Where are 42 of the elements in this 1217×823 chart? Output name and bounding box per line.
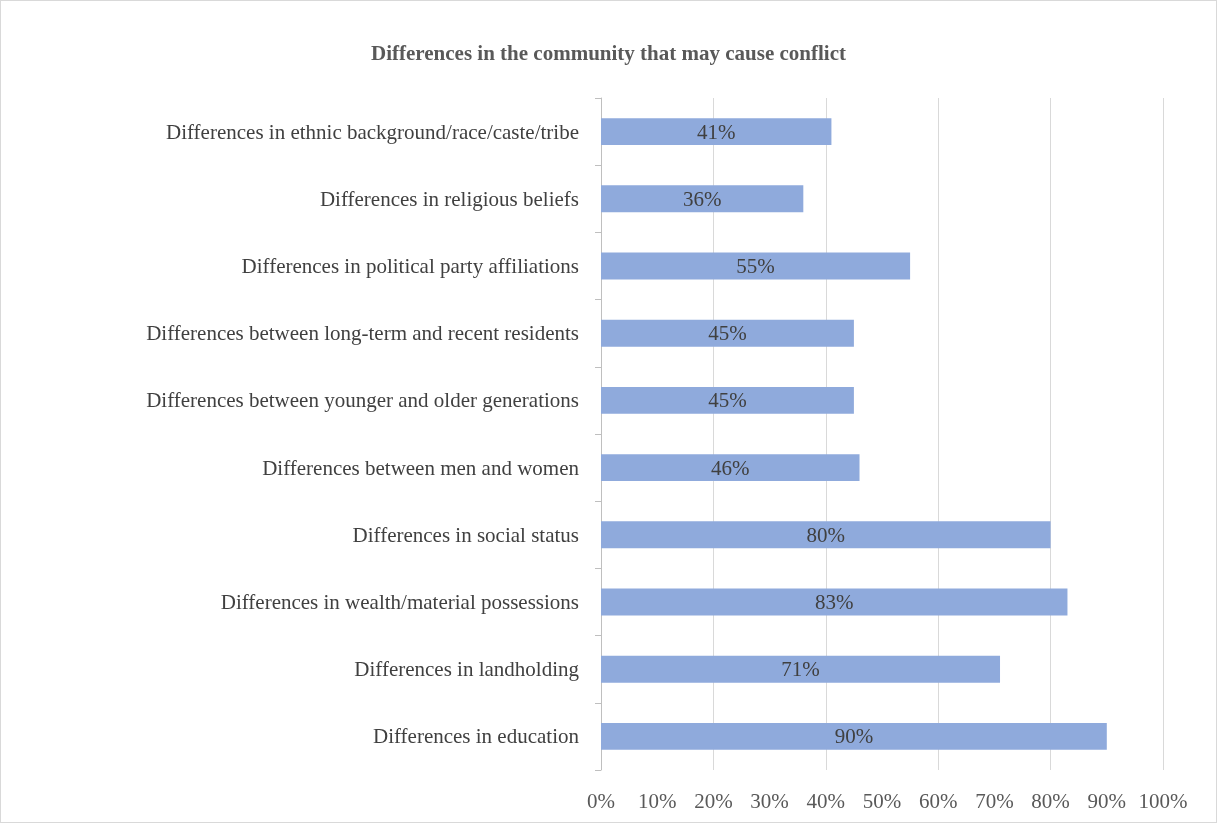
data-label: 45% (708, 321, 747, 346)
data-label: 46% (711, 455, 750, 480)
data-label: 36% (682, 186, 722, 211)
data-label: 83% (814, 590, 854, 614)
data-label: 41% (696, 119, 736, 144)
bar (601, 655, 1001, 683)
x-tick-label: 100% (1138, 788, 1188, 813)
bar (601, 722, 1107, 750)
data-label: 45% (708, 388, 747, 413)
x-tick-label: 60% (918, 788, 958, 813)
bar (601, 252, 911, 280)
y-tick-label: Differences between younger and older generations (146, 388, 579, 413)
x-tick-label: 30% (750, 788, 789, 813)
data-label: 71% (781, 657, 820, 682)
x-tick-label: 80% (1031, 788, 1070, 813)
bar (601, 118, 832, 146)
chart-title: Differences in the community that may cause conflict (371, 40, 846, 65)
y-tick-label: Differences in social status (352, 522, 579, 547)
x-tick-label: 90% (1087, 788, 1127, 813)
bar (601, 185, 804, 213)
bar (601, 386, 854, 414)
y-tick-label: Differences in political party affiliations (241, 254, 579, 278)
bar (601, 454, 860, 482)
y-tick-label: Differences in ethnic background/race/caste/tribe (166, 119, 579, 144)
y-tick-label: Differences between men and women (262, 455, 580, 480)
x-tick-label: 70% (975, 788, 1014, 813)
y-tick-label: Differences in religious beliefs (319, 186, 579, 211)
y-tick-label: Differences between long-term and recent residents (146, 321, 579, 346)
data-label: 55% (736, 254, 775, 278)
x-tick-label: 50% (862, 788, 902, 813)
bar (601, 521, 1051, 549)
data-label: 80% (806, 522, 846, 547)
y-tick-label: Differences in education (372, 724, 580, 749)
data-label: 90% (834, 724, 874, 749)
bar (601, 319, 854, 347)
y-tick-label: Differences in landholding (354, 657, 580, 682)
x-tick-label: 40% (806, 788, 846, 813)
x-tick-label: 20% (694, 788, 733, 813)
y-tick-label: Differences in wealth/material possessions (220, 590, 579, 614)
bar (601, 588, 1068, 616)
x-tick-label: 0% (587, 788, 615, 813)
x-tick-label: 10% (637, 788, 677, 813)
